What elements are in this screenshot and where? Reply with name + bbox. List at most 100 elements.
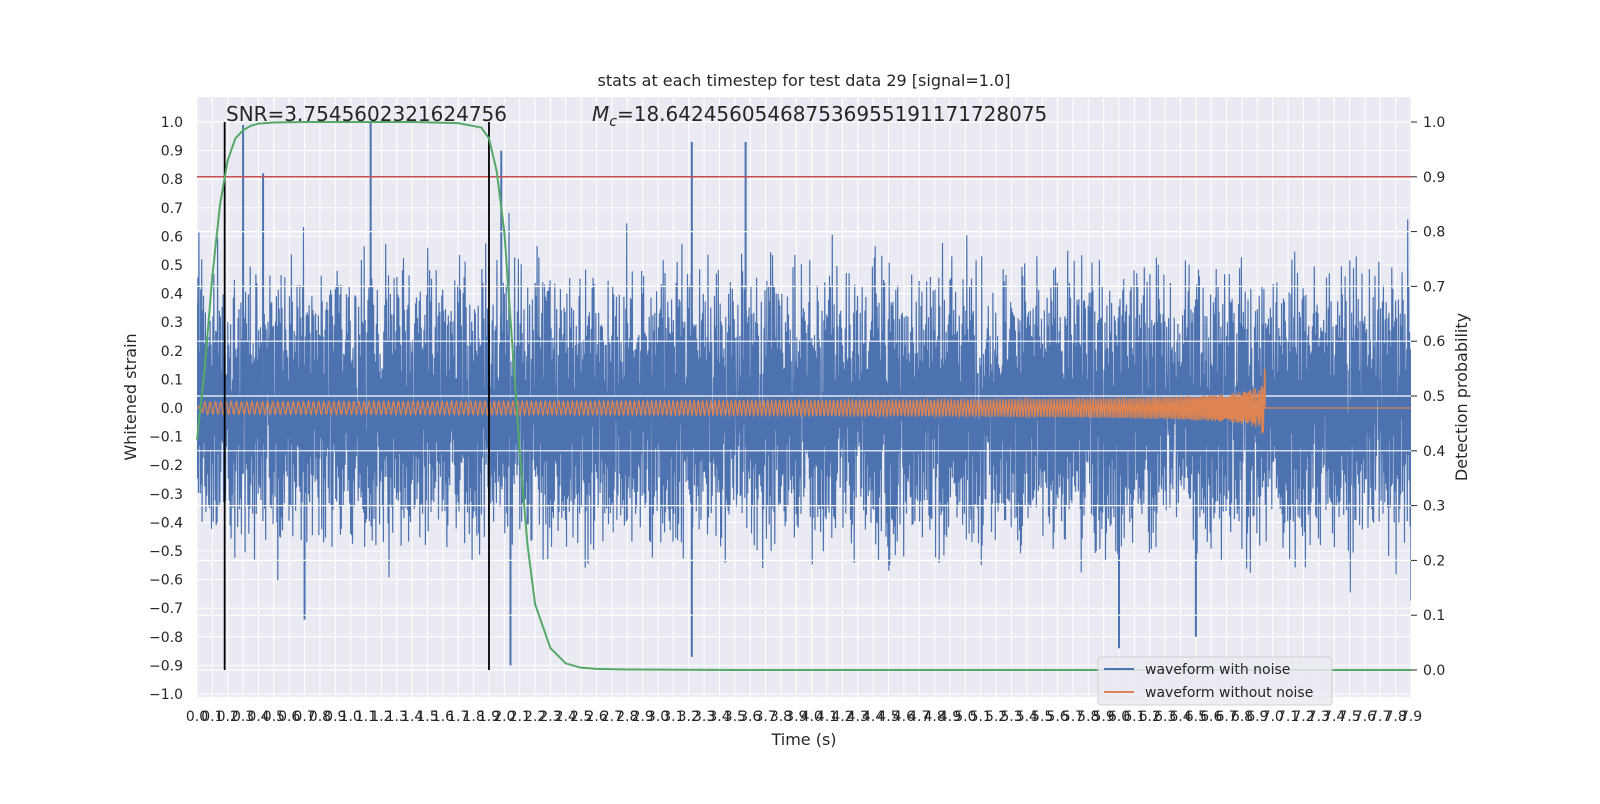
x-tick-label: 3.7 <box>754 709 776 725</box>
y-right-tick-label: 0.6 <box>1423 334 1445 350</box>
y-left-tick-label: 0.0 <box>161 401 183 417</box>
y-left-tick-label: 0.3 <box>161 315 183 331</box>
x-tick-label: 3.4 <box>708 709 730 725</box>
y-left-tick-label: −0.6 <box>149 573 183 589</box>
x-tick-label: 0.4 <box>247 709 269 725</box>
y-left-tick-label: 0.7 <box>161 201 183 217</box>
mc-symbol: M <box>592 102 609 126</box>
x-tick-label: 3.5 <box>724 709 746 725</box>
x-tick-label: 4.9 <box>939 709 961 725</box>
y-left-tick-label: 0.4 <box>161 287 183 303</box>
x-tick-label: 3.9 <box>785 709 807 725</box>
x-tick-label: 1.5 <box>416 709 438 725</box>
x-tick-label: 5.2 <box>985 709 1007 725</box>
x-tick-label: 0.8 <box>309 709 331 725</box>
x-tick-label: 1.9 <box>478 709 500 725</box>
clean-waveform-line <box>197 368 1411 434</box>
x-tick-label: 3.3 <box>693 709 715 725</box>
x-tick-label: 7.0 <box>1262 709 1284 725</box>
overlay-lines <box>196 121 1411 671</box>
x-axis-label: Time (s) <box>770 730 836 749</box>
snr-annotation: SNR=3.7545602321624756 <box>226 102 507 126</box>
y-right-tick-label: 1.0 <box>1423 115 1445 131</box>
x-tick-label: 6.7 <box>1215 709 1237 725</box>
x-tick-label: 6.5 <box>1185 709 1207 725</box>
x-tick-label: 6.3 <box>1154 709 1176 725</box>
x-tick-label: 7.6 <box>1354 709 1376 725</box>
x-tick-label: 5.0 <box>954 709 976 725</box>
mc-value: =18.642456054687536955191171728075 <box>617 102 1047 126</box>
clean-series <box>197 368 1411 434</box>
legend-label-noise: waveform with noise <box>1145 662 1290 678</box>
legend-label-clean: waveform without noise <box>1145 685 1313 701</box>
x-tick-label: 6.1 <box>1123 709 1145 725</box>
x-tick-label: 2.5 <box>570 709 592 725</box>
x-tick-label: 6.4 <box>1169 709 1191 725</box>
y-right-tick-label: 0.4 <box>1423 444 1445 460</box>
y-left-tick-label: −0.8 <box>149 630 183 646</box>
x-tick-label: 3.2 <box>678 709 700 725</box>
x-tick-label: 5.1 <box>970 709 992 725</box>
x-tick-label: 2.7 <box>601 709 623 725</box>
x-tick-label: 1.0 <box>340 709 362 725</box>
y-right-tick-label: 0.3 <box>1423 499 1445 515</box>
x-tick-label: 6.8 <box>1231 709 1253 725</box>
y-left-tick-labels: 1.0 0.9 0.8 0.7 0.6 0.5 0.4 0.3 0.2 0.1 0.0 −0.1 −0.… <box>149 115 183 703</box>
x-tick-label: 7.7 <box>1369 709 1391 725</box>
x-tick-label: 2.8 <box>616 709 638 725</box>
x-tick-label: 0.6 <box>278 709 300 725</box>
x-tick-label: 7.5 <box>1338 709 1360 725</box>
x-tick-label: 2.1 <box>509 709 531 725</box>
x-tick-label: 5.7 <box>1062 709 1084 725</box>
x-tick-label: 6.6 <box>1200 709 1222 725</box>
y-left-tick-label: 0.8 <box>161 172 183 188</box>
legend: waveform with noise waveform without noi… <box>1097 656 1333 706</box>
y-left-tick-label: 0.6 <box>161 229 183 245</box>
x-tick-label: 5.3 <box>1000 709 1022 725</box>
x-tick-label: 2.9 <box>632 709 654 725</box>
y-right-tick-label: 0.2 <box>1423 553 1445 569</box>
y-right-tick-label: 0.5 <box>1423 389 1445 405</box>
y-left-tick-label: −1.0 <box>149 687 183 703</box>
y-right-tick-label: 0.1 <box>1423 608 1445 624</box>
y-left-tick-label: 0.2 <box>161 344 183 360</box>
x-tick-label: 7.1 <box>1277 709 1299 725</box>
y-right-tick-label: 0.8 <box>1423 225 1445 241</box>
y-left-tick-label: 1.0 <box>161 115 183 131</box>
x-tick-label: 3.8 <box>770 709 792 725</box>
y-right-tick-labels: 1.0 0.9 0.8 0.7 0.6 0.5 0.4 0.3 0.2 0.1 0.0 <box>1411 115 1445 679</box>
y-right-tick-label: 0.9 <box>1423 170 1445 186</box>
x-tick-label: 4.8 <box>923 709 945 725</box>
x-tick-label: 1.7 <box>447 709 469 725</box>
x-tick-label: 1.3 <box>386 709 408 725</box>
x-tick-label: 0.1 <box>201 709 223 725</box>
x-tick-label: 6.2 <box>1139 709 1161 725</box>
detection-probability-line <box>196 121 1411 671</box>
x-tick-label: 1.4 <box>401 709 423 725</box>
y-right-tick-label: 0.7 <box>1423 279 1445 295</box>
y-right-axis-label: Detection probability <box>1452 313 1471 481</box>
x-tick-label: 5.9 <box>1093 709 1115 725</box>
x-tick-label: 1.1 <box>355 709 377 725</box>
x-tick-label: 1.2 <box>370 709 392 725</box>
x-tick-label: 7.8 <box>1385 709 1407 725</box>
x-tick-label: 0.0 <box>186 709 208 725</box>
y-left-tick-label: −0.2 <box>149 458 183 474</box>
y-left-tick-label: −0.3 <box>149 487 183 503</box>
x-tick-label: 4.4 <box>862 709 884 725</box>
x-tick-label: 1.8 <box>462 709 484 725</box>
x-tick-label: 7.4 <box>1323 709 1345 725</box>
y-left-tick-label: −0.7 <box>149 601 183 617</box>
x-tick-label: 6.0 <box>1108 709 1130 725</box>
x-tick-label: 3.0 <box>647 709 669 725</box>
y-left-tick-label: −0.4 <box>149 515 183 531</box>
x-tick-labels: 0.00.10.20.30.40.50.60.70.80.91.01.11.21… <box>186 709 1422 725</box>
x-tick-label: 5.6 <box>1046 709 1068 725</box>
x-tick-label: 3.6 <box>739 709 761 725</box>
y-left-tick-label: −0.9 <box>149 658 183 674</box>
x-tick-label: 0.5 <box>263 709 285 725</box>
x-tick-label: 6.9 <box>1246 709 1268 725</box>
x-tick-label: 0.7 <box>293 709 315 725</box>
x-tick-label: 4.0 <box>801 709 823 725</box>
